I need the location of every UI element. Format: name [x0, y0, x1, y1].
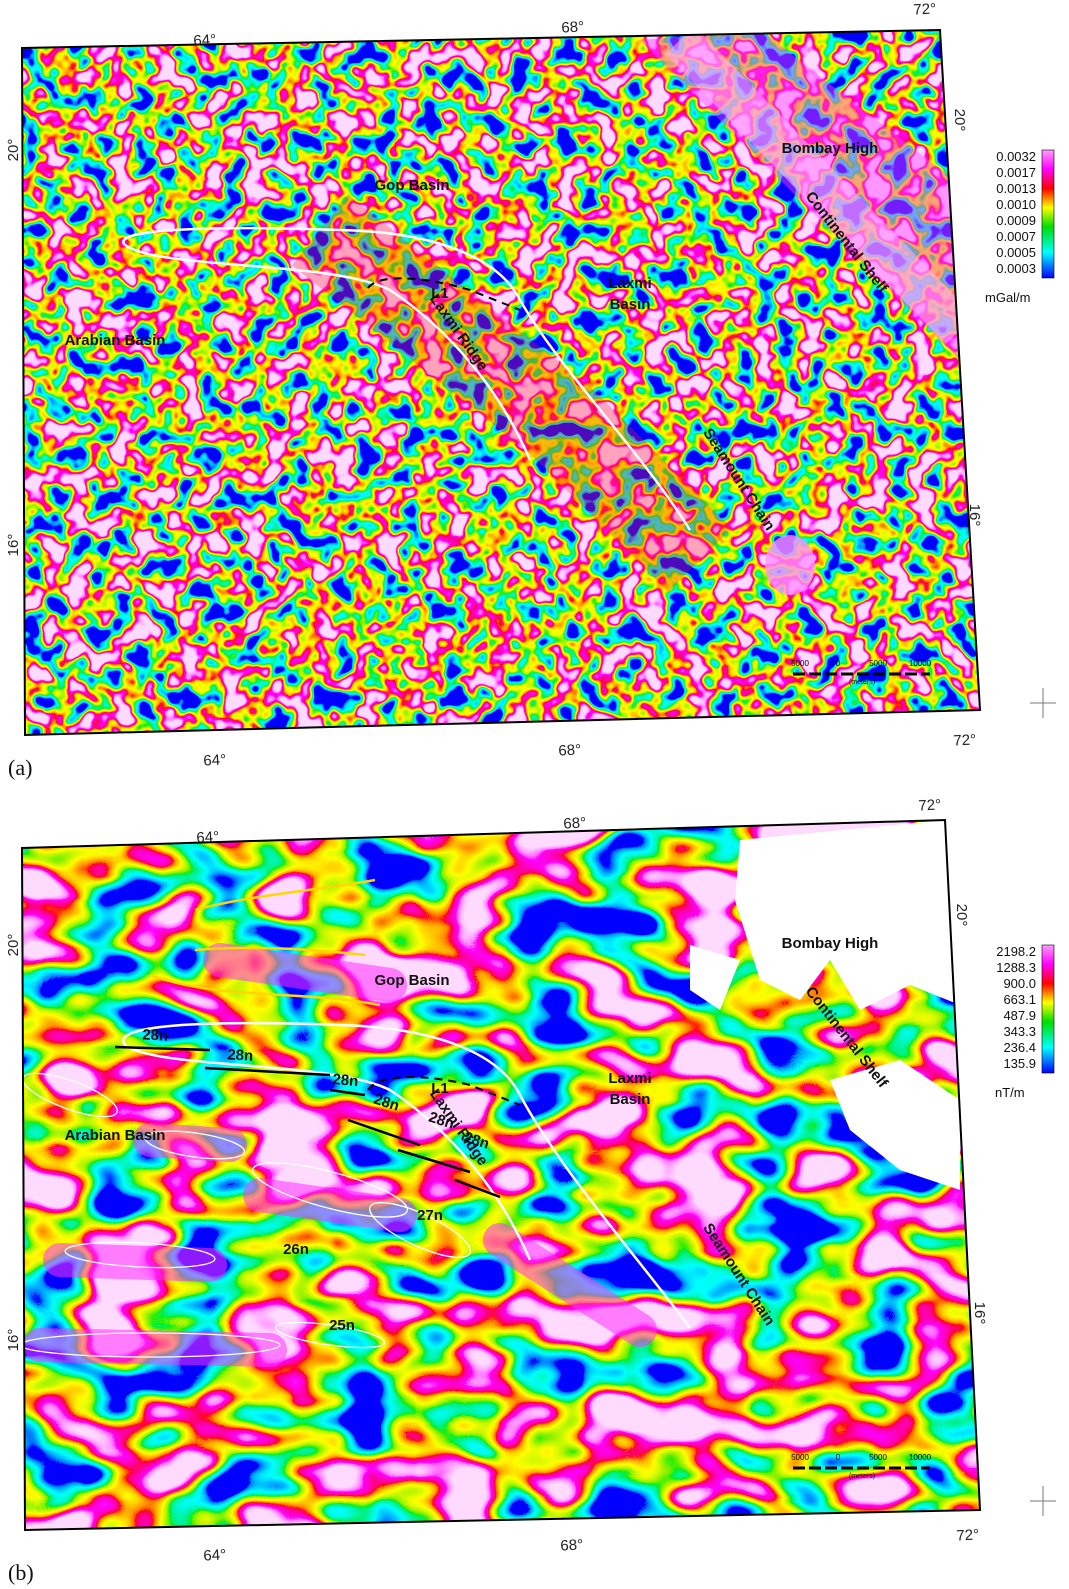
- place-label: Basin: [610, 296, 651, 313]
- longitude-label: 64°: [203, 1546, 227, 1564]
- latitude-label: 20°: [951, 109, 968, 132]
- longitude-label: 72°: [956, 1526, 980, 1544]
- latitude-label: 20°: [5, 934, 22, 957]
- longitude-label: 68°: [560, 1536, 584, 1554]
- place-label: Bombay High: [782, 140, 879, 157]
- colorbar-unit: nT/m: [995, 1085, 1025, 1100]
- colorbar-label: 135.9: [1003, 1056, 1036, 1071]
- place-label: Arabian Basin: [65, 1127, 166, 1144]
- latitude-label: 16°: [971, 1302, 988, 1325]
- chron-label: 26n: [283, 1241, 309, 1258]
- colorbar-unit: mGal/m: [985, 290, 1031, 305]
- chron-label: 25n: [329, 1317, 355, 1334]
- map-a: [0, 0, 1069, 800]
- colorbar-label: 487.9: [1003, 1008, 1036, 1023]
- colorbar-label: 343.3: [1003, 1024, 1036, 1039]
- scale-label: 10000: [909, 1453, 932, 1462]
- panel-label: (a): [8, 755, 32, 780]
- north-arrow: [1030, 688, 1056, 1516]
- place-label: Laxmi: [608, 1070, 651, 1087]
- place-label: Laxmi: [608, 275, 651, 292]
- colorbar-label: 900.0: [1003, 976, 1036, 991]
- scale-unit: (meters): [849, 679, 875, 686]
- place-label: Gop Basin: [374, 972, 449, 989]
- scale-label: 10000: [909, 659, 932, 668]
- chron-label: 28n: [142, 1026, 169, 1044]
- scale-label: 0: [836, 659, 841, 668]
- place-label: Gop Basin: [374, 177, 449, 194]
- panel-label: (b): [8, 1560, 34, 1585]
- place-label: Arabian Basin: [65, 332, 166, 349]
- colorbar-label: 0.0032: [996, 149, 1036, 164]
- scale-label: 5000: [869, 659, 887, 668]
- chron-label: 28n: [332, 1071, 359, 1090]
- colorbar-label: 0.0009: [996, 213, 1036, 228]
- latitude-label: 20°: [953, 904, 970, 927]
- longitude-label: 64°: [193, 31, 217, 49]
- longitude-label: 68°: [558, 741, 582, 759]
- place-label: Basin: [610, 1091, 651, 1108]
- longitude-label: 64°: [196, 828, 220, 846]
- longitude-label: 68°: [561, 18, 585, 36]
- latitude-label: 16°: [5, 1329, 22, 1352]
- chron-label: 27n: [417, 1207, 443, 1224]
- longitude-label: 72°: [913, 0, 937, 18]
- colorbar-label: 0.0017: [996, 165, 1036, 180]
- scale-unit: (meters): [849, 1473, 875, 1480]
- colorbar-label: 0.0003: [996, 261, 1036, 276]
- colorbar-label: 236.4: [1003, 1040, 1036, 1055]
- colorbar-label: 1288.3: [996, 960, 1036, 975]
- colorbar-label: 663.1: [1003, 992, 1036, 1007]
- latitude-label: 16°: [966, 504, 983, 527]
- colorbar-label: 0.0010: [996, 197, 1036, 212]
- page: (a) 64° 68° 72° 64° 68° 72° 20° 16° 20° 16° Gop Bas…: [0, 0, 1069, 1589]
- colorbar-label: 0.0005: [996, 245, 1036, 260]
- colorbar: [1042, 945, 1054, 1073]
- colorbar: [1042, 150, 1054, 278]
- colorbar-label: 0.0013: [996, 181, 1036, 196]
- scale-label: 0: [836, 1453, 841, 1462]
- latitude-label: 16°: [5, 534, 22, 557]
- chron-label: 28n: [227, 1046, 254, 1064]
- place-label: Bombay High: [782, 935, 879, 952]
- longitude-label: 64°: [203, 751, 227, 769]
- scale-label: 5000: [869, 1453, 887, 1462]
- colorbar-label: 2198.2: [996, 944, 1036, 959]
- longitude-label: 72°: [918, 796, 942, 814]
- longitude-label: 68°: [563, 814, 587, 832]
- scale-label: 5000: [791, 1453, 809, 1462]
- map-b: [0, 800, 1069, 1589]
- scale-label: 5000: [791, 659, 809, 668]
- colorbar-label: 0.0007: [996, 229, 1036, 244]
- figure: (a) 64° 68° 72° 64° 68° 72° 20° 16° 20° 16° Gop Bas…: [0, 0, 1069, 1589]
- latitude-label: 20°: [5, 139, 22, 162]
- longitude-label: 72°: [953, 731, 977, 749]
